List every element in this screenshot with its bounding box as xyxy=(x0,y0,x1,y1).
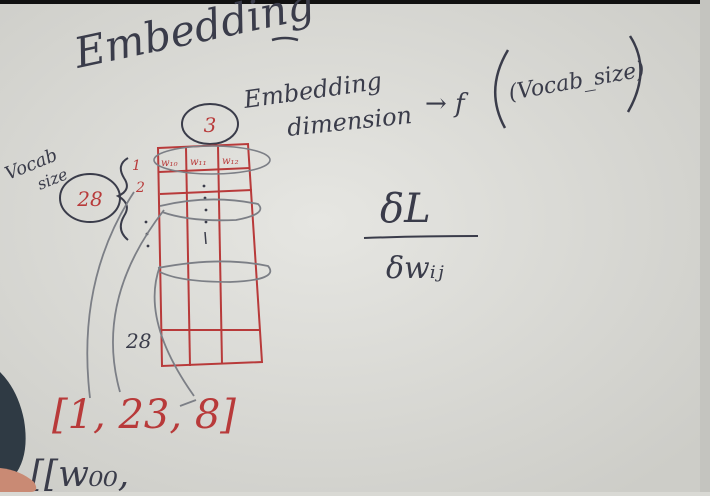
row-index-2: 2 xyxy=(135,180,145,196)
row-index-28: 28 xyxy=(125,329,151,353)
presenter-hand xyxy=(0,468,37,492)
dimension-value: 3 xyxy=(204,113,217,137)
weights-partial: [[w₀₀, xyxy=(30,454,129,492)
board-frame-top xyxy=(0,0,710,4)
matrix-brace xyxy=(115,157,129,241)
embedding-matrix xyxy=(156,142,264,368)
board-right-edge xyxy=(700,0,710,492)
paren-right xyxy=(626,35,642,113)
fraction-bar xyxy=(363,235,479,239)
arrow-f: → f xyxy=(425,89,469,119)
col-header-2: w₁₂ xyxy=(222,156,239,167)
index-list: [1, 23, 8] xyxy=(52,392,236,438)
gradient-numerator: δL xyxy=(380,186,431,232)
row-highlight-b xyxy=(157,260,272,283)
paren-left xyxy=(494,49,510,129)
matrix-col-line-2 xyxy=(217,145,223,365)
row-index-1: 1 xyxy=(132,158,141,174)
gradient-denominator: δwᵢⱼ xyxy=(386,251,444,286)
header-row-highlight xyxy=(153,145,271,175)
arrow-from-1 xyxy=(86,191,135,399)
col-header-0: w₁₀ xyxy=(161,158,178,169)
col-header-1: w₁₁ xyxy=(190,157,207,168)
dimension-circle xyxy=(181,103,239,145)
title-flourish xyxy=(271,36,299,42)
presenter-sleeve xyxy=(0,372,26,482)
arrow-tip xyxy=(179,399,197,407)
arrow-from-23 xyxy=(112,209,165,393)
arrow-from-8 xyxy=(153,265,195,397)
lookup-arrows xyxy=(86,191,197,407)
vocab-value: 28 xyxy=(76,187,102,211)
matrix-tick xyxy=(204,231,207,245)
row-highlight-a xyxy=(159,198,262,222)
matrix-row-line-2 xyxy=(159,189,253,195)
